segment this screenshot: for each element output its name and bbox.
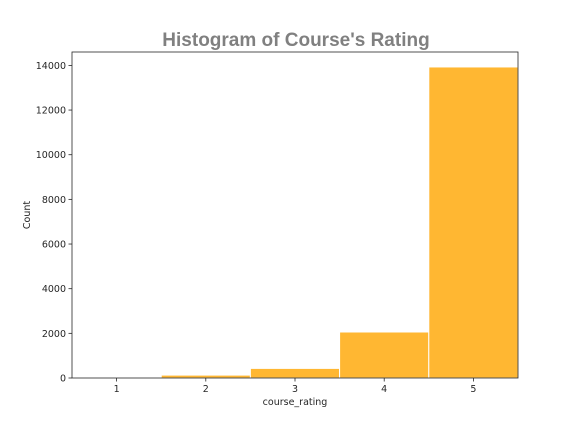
- bar-rating-5: [428, 66, 519, 379]
- x-tick-label: 3: [292, 384, 298, 395]
- x-tick-label: 2: [203, 384, 209, 395]
- x-tick-label: 1: [114, 384, 120, 395]
- y-tick-label: 10000: [36, 150, 66, 161]
- x-axis-label: course_rating: [263, 397, 328, 408]
- chart-title: Histogram of Course's Rating: [162, 30, 429, 51]
- y-tick-label: 8000: [42, 195, 66, 206]
- y-tick-label: 0: [60, 374, 66, 385]
- x-tick-label: 4: [381, 384, 387, 395]
- bars-group: [71, 66, 519, 379]
- y-tick-label: 2000: [42, 329, 66, 340]
- y-tick-label: 14000: [36, 61, 66, 72]
- bar-rating-4: [339, 331, 430, 379]
- bar-rating-2: [160, 374, 251, 379]
- plot-frame: [71, 51, 519, 379]
- bar-rating-3: [249, 367, 341, 379]
- x-axis-ticks: 1 2 3 4 5: [114, 378, 476, 395]
- x-tick-label: 5: [470, 384, 476, 395]
- y-tick-label: 4000: [42, 284, 66, 295]
- y-tick-label: 6000: [42, 240, 66, 251]
- y-axis-ticks: 0 2000 4000 6000 8000 10000 12000 14000: [36, 61, 72, 385]
- y-axis-label: Count: [22, 201, 33, 229]
- y-tick-label: 12000: [36, 106, 66, 117]
